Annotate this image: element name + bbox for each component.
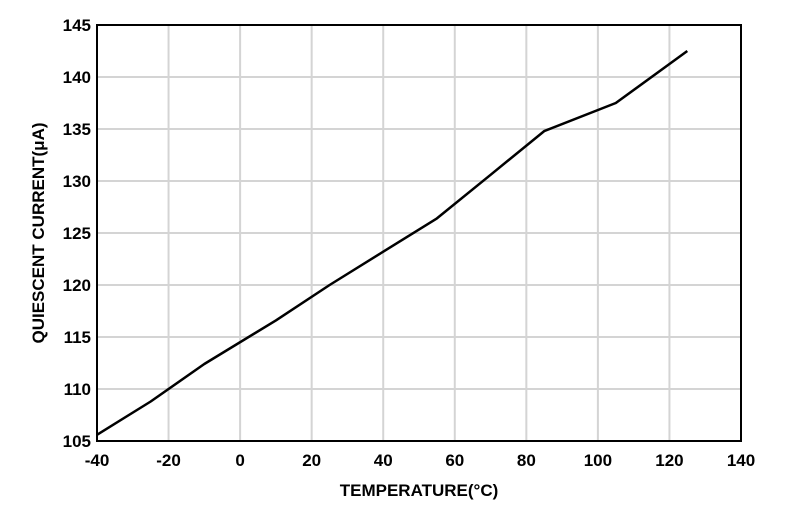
y-tick-label: 120: [63, 276, 91, 295]
x-tick-label: -40: [85, 451, 110, 470]
series-layer: [96, 49, 689, 436]
grid-layer: [97, 25, 741, 441]
y-axis-label: QUIESCENT CURRENT(μA): [29, 122, 48, 343]
y-tick-label: 140: [63, 68, 91, 87]
series-line: [96, 49, 689, 436]
y-tick-labels: 105 110 115 120 125 130 135 140 145: [63, 16, 91, 451]
y-tick-label: 145: [63, 16, 91, 35]
x-tick-labels: -40 -20 0 20 40 60 80 100 120 140: [85, 451, 755, 470]
plot-frame: [96, 24, 742, 442]
y-tick-label: 125: [63, 224, 91, 243]
x-axis-label: TEMPERATURE(°C): [340, 481, 499, 500]
y-tick-label: 110: [64, 380, 91, 399]
x-tick-label: 60: [445, 451, 464, 470]
x-tick-label: 100: [584, 451, 612, 470]
x-tick-label: 120: [655, 451, 683, 470]
y-tick-label: 130: [63, 172, 91, 191]
y-tick-label: 115: [64, 328, 91, 347]
x-tick-label: 40: [374, 451, 393, 470]
x-tick-label: 0: [235, 451, 244, 470]
y-tick-label: 135: [63, 120, 91, 139]
x-tick-label: 80: [517, 451, 536, 470]
x-tick-label: 140: [727, 451, 755, 470]
x-tick-label: 20: [302, 451, 321, 470]
x-tick-label: -20: [156, 451, 181, 470]
y-tick-label: 105: [63, 432, 91, 451]
